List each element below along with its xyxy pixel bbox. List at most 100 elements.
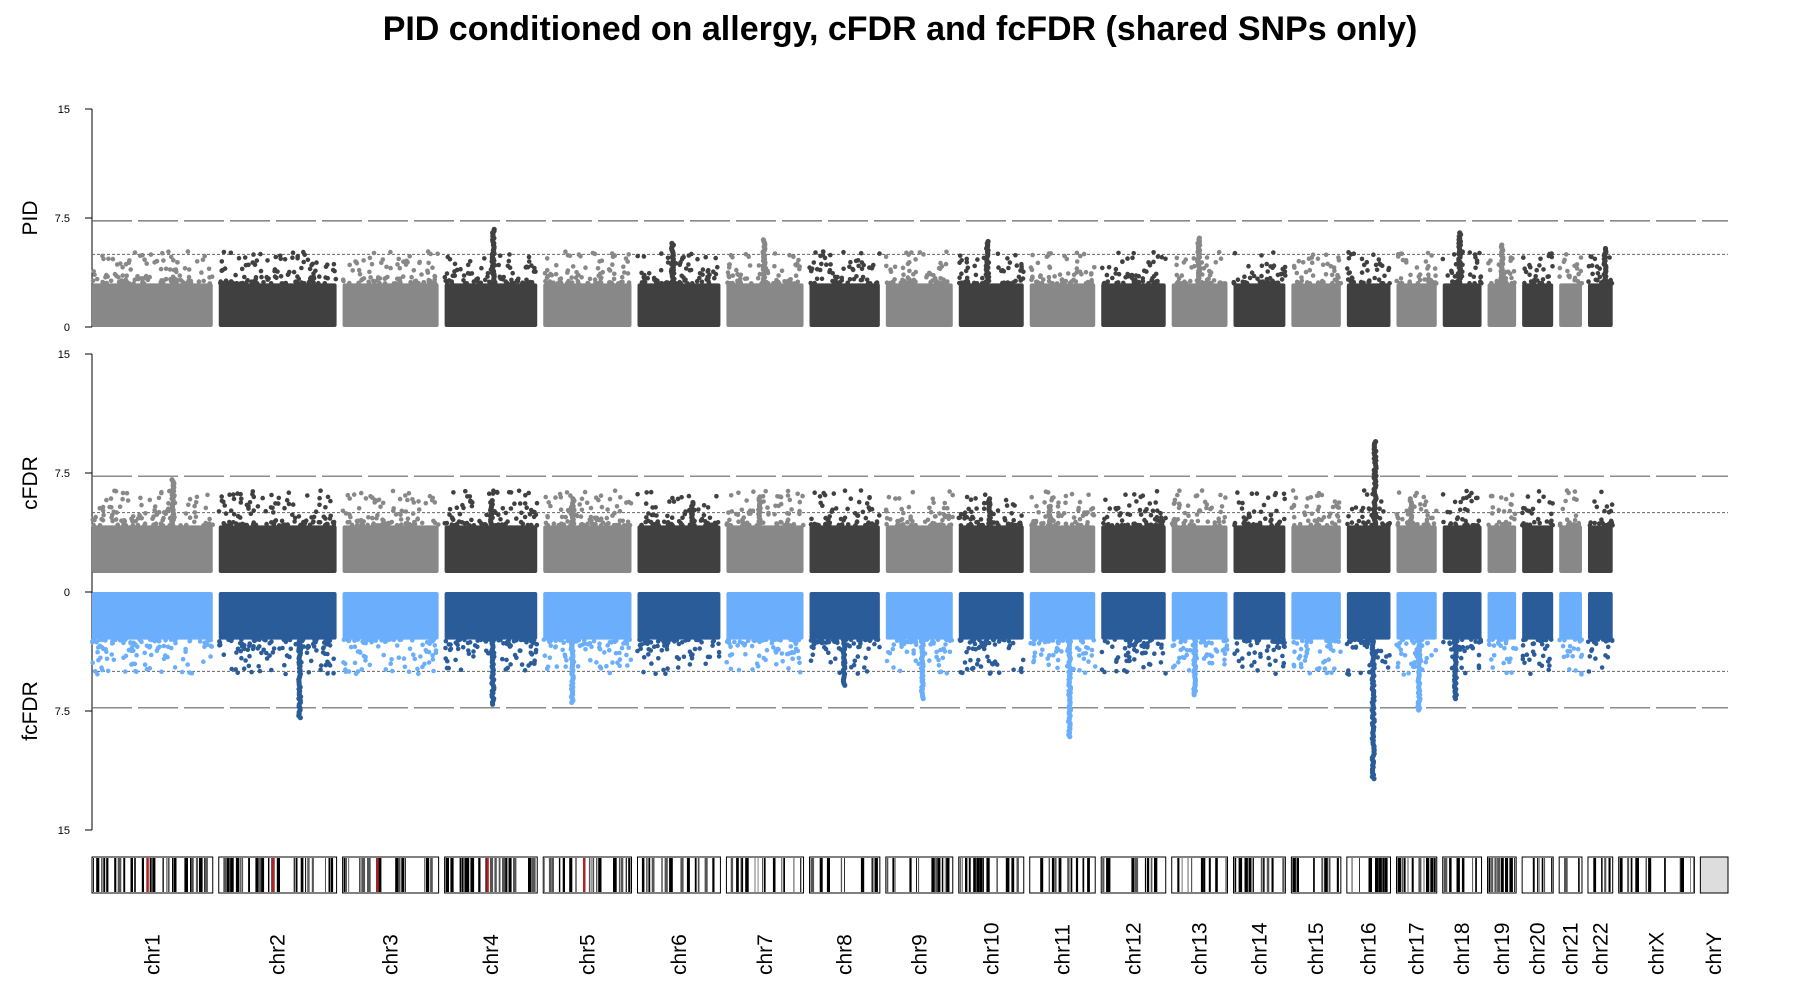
snp-point [325, 262, 330, 268]
snp-point [1504, 670, 1509, 676]
ideogram-band [1491, 858, 1494, 892]
snp-point [1147, 263, 1153, 268]
ideogram-band [470, 858, 475, 892]
snp-point [499, 522, 505, 527]
ideogram-band [871, 858, 873, 892]
snp-point [739, 507, 745, 513]
snp-point [1304, 504, 1309, 509]
snp-point [406, 669, 412, 675]
snp-point [113, 637, 118, 643]
snp-point [551, 521, 557, 526]
snp-point [257, 668, 263, 674]
snp-point [351, 492, 357, 497]
snp-point [1040, 647, 1045, 653]
snp-point [1315, 280, 1321, 285]
snp-point [104, 656, 110, 662]
snp-point [927, 505, 932, 511]
snp-point [1525, 494, 1531, 499]
snp-point [699, 516, 705, 522]
snp-point [1433, 273, 1438, 279]
snp-point [1141, 664, 1146, 670]
snp-point [933, 280, 939, 286]
snp-point [1172, 500, 1177, 506]
snp-point [1429, 253, 1434, 258]
snp-point [1348, 639, 1353, 644]
snp-point [940, 518, 945, 523]
snp-point [1594, 504, 1600, 510]
snp-point [788, 280, 793, 285]
snp-series-fcFDR-chr9 [884, 592, 955, 702]
snp-point [1522, 660, 1527, 666]
ideogram-band [598, 858, 602, 892]
snp-point [525, 522, 531, 528]
ideogram-band [641, 858, 645, 892]
snp-point [1147, 501, 1153, 506]
snp-point [1246, 651, 1252, 656]
snp-point [1414, 265, 1420, 270]
snp-point [699, 640, 704, 645]
snp-point [1429, 653, 1434, 658]
snp-point [458, 266, 463, 272]
snp-point [1375, 648, 1381, 654]
snp-point [764, 637, 769, 642]
snp-point [1014, 263, 1020, 268]
ideogram-band [1271, 858, 1274, 892]
snp-point [1490, 511, 1495, 516]
snp-point [408, 279, 413, 285]
snp-point [837, 670, 842, 676]
snp-point [851, 641, 857, 646]
snp-point [1137, 507, 1143, 513]
snp-point [1143, 650, 1148, 656]
snp-point [1360, 280, 1365, 286]
snp-point [898, 280, 904, 286]
ideogram-band [1150, 858, 1153, 892]
snp-point [486, 491, 492, 497]
snp-point [468, 499, 473, 504]
snp-point [1459, 637, 1465, 643]
snp-point [763, 488, 768, 494]
snp-point [1490, 637, 1495, 643]
snp-block-PID-chr15 [1291, 283, 1341, 327]
snp-point [357, 271, 363, 277]
ideogram-band [1488, 858, 1491, 892]
snp-point [700, 267, 706, 272]
snp-point [651, 512, 656, 518]
snp-point [1522, 280, 1527, 286]
snp-peak-point [1602, 245, 1609, 252]
snp-point [1358, 637, 1364, 642]
snp-point [1336, 500, 1342, 505]
snp-point [707, 515, 713, 521]
snp-point [1308, 637, 1313, 642]
snp-point [664, 646, 670, 652]
snp-point [1478, 639, 1484, 644]
snp-point [444, 520, 450, 526]
snp-point [1280, 266, 1285, 272]
ideogram-band [93, 858, 94, 892]
snp-point [934, 649, 939, 655]
ideogram-band [489, 858, 494, 892]
snp-point [1100, 265, 1105, 271]
snp-point [514, 516, 519, 521]
snp-point [921, 252, 926, 257]
snp-point [1255, 276, 1260, 282]
snp-series-fcFDR-chr19 [1486, 592, 1519, 676]
snp-point [359, 277, 364, 283]
ideogram-band [1191, 858, 1193, 892]
snp-point [755, 664, 761, 669]
snp-point [465, 262, 471, 268]
snp-point [388, 265, 393, 271]
ideogram-band [551, 858, 554, 892]
snp-point [161, 643, 167, 649]
ideogram-band [968, 858, 971, 892]
snp-point [1018, 278, 1023, 283]
snp-point [174, 269, 179, 275]
snp-point [941, 523, 946, 528]
snp-point [178, 523, 183, 528]
snp-point [457, 637, 463, 642]
snp-point [1509, 492, 1515, 498]
snp-point [559, 514, 565, 520]
snp-block-PID-chr8 [809, 283, 880, 327]
snp-point [817, 267, 823, 273]
snp-point [656, 656, 661, 661]
snp-point [1029, 494, 1034, 500]
